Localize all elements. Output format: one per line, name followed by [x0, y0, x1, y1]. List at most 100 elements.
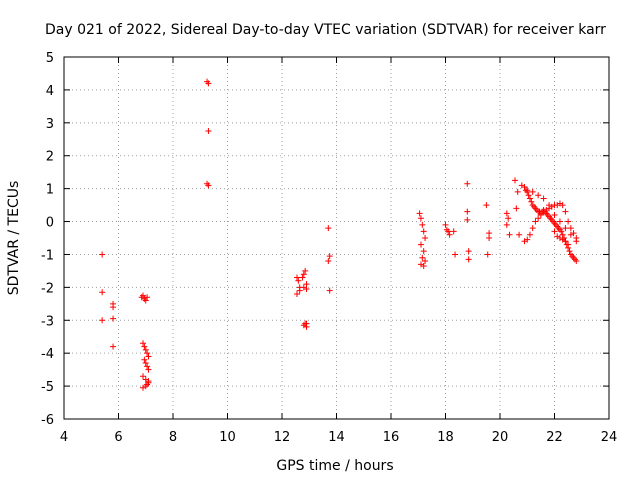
data-point — [144, 363, 151, 370]
data-point — [573, 238, 580, 245]
data-point — [142, 360, 149, 367]
data-point — [326, 287, 333, 294]
data-point — [546, 202, 553, 209]
y-tick-label: -2 — [41, 281, 54, 296]
data-point — [562, 208, 569, 215]
y-tick-label: 1 — [46, 183, 54, 198]
data-point — [511, 177, 518, 184]
x-tick-label: 10 — [219, 430, 236, 445]
data-point — [142, 346, 149, 353]
data-point — [142, 297, 149, 304]
data-point — [110, 343, 117, 350]
data-point — [465, 248, 472, 255]
data-point — [416, 210, 423, 217]
data-point — [99, 251, 106, 258]
data-point — [144, 294, 151, 301]
data-point — [141, 343, 148, 350]
data-point — [420, 228, 427, 235]
data-point — [419, 221, 426, 228]
data-point — [465, 256, 472, 263]
data-point — [452, 251, 459, 258]
data-point — [295, 277, 302, 284]
x-tick-labels: 4 6 8 10 12 14 16 18 20 22 24 — [60, 430, 617, 445]
x-tick-label: 24 — [601, 430, 618, 445]
data-point — [573, 258, 580, 265]
data-point — [514, 188, 521, 195]
data-point — [528, 198, 535, 205]
data-point — [535, 215, 542, 222]
data-point — [144, 381, 151, 388]
data-point — [140, 373, 147, 380]
data-point — [293, 290, 300, 297]
data-point — [420, 262, 427, 269]
y-tick-label: -5 — [41, 380, 54, 395]
data-point — [551, 228, 558, 235]
data-point — [144, 350, 151, 357]
data-point — [417, 215, 424, 222]
data-point — [99, 317, 106, 324]
data-point — [325, 225, 332, 232]
data-point — [567, 231, 574, 238]
x-tick-label: 22 — [546, 430, 563, 445]
data-point — [445, 228, 452, 235]
data-point — [537, 211, 544, 218]
x-tick-label: 4 — [60, 430, 68, 445]
data-point — [551, 211, 558, 218]
data-point — [532, 218, 539, 225]
grid-lines — [64, 57, 609, 419]
data-point — [450, 228, 457, 235]
data-point — [417, 241, 424, 248]
data-point — [524, 187, 531, 194]
data-point — [524, 236, 531, 243]
data-point — [140, 340, 147, 347]
data-point — [526, 195, 533, 202]
y-tick-label: -1 — [41, 248, 54, 263]
data-point — [503, 210, 510, 217]
y-tick-label: -3 — [41, 314, 54, 329]
data-point — [420, 248, 427, 255]
x-tick-label: 8 — [169, 430, 177, 445]
data-point — [464, 208, 471, 215]
x-tick-label: 12 — [274, 430, 291, 445]
x-tick-label: 20 — [492, 430, 509, 445]
data-point — [562, 238, 569, 245]
data-point — [525, 192, 532, 199]
data-point — [464, 180, 471, 187]
data-point — [303, 320, 310, 327]
data-points — [99, 78, 580, 391]
data-point — [464, 216, 471, 223]
y-axis-label: SDTVAR / TECUs — [6, 181, 22, 296]
x-tick-label: 14 — [328, 430, 345, 445]
y-tick-label: 5 — [46, 51, 54, 66]
x-axis-label: GPS time / hours — [276, 458, 393, 474]
data-point — [99, 289, 106, 296]
data-point — [300, 271, 307, 278]
data-point — [296, 287, 303, 294]
data-point — [558, 228, 565, 235]
chart-title: Day 021 of 2022, Sidereal Day-to-day VTE… — [45, 22, 606, 38]
data-point — [145, 366, 152, 373]
x-tick-label: 18 — [437, 430, 454, 445]
data-point — [422, 258, 429, 265]
data-point — [303, 286, 310, 293]
data-point — [513, 205, 520, 212]
data-point — [565, 218, 572, 225]
data-point — [145, 378, 152, 385]
data-point — [566, 248, 573, 255]
data-point — [486, 235, 493, 241]
data-point — [140, 292, 147, 299]
data-point — [141, 356, 148, 363]
x-tick-label: 16 — [383, 430, 400, 445]
data-point — [302, 267, 309, 274]
y-tick-label: -6 — [41, 413, 54, 428]
data-point — [503, 221, 510, 228]
y-tick-labels: -6 -5 -4 -3 -2 -1 0 1 2 3 4 5 — [41, 51, 54, 428]
data-point — [145, 353, 152, 360]
data-point — [529, 188, 536, 195]
data-point — [535, 192, 542, 199]
data-point — [110, 315, 117, 322]
axis-ticks — [63, 56, 610, 420]
y-tick-label: 4 — [46, 84, 54, 99]
y-tick-label: 2 — [46, 150, 54, 165]
